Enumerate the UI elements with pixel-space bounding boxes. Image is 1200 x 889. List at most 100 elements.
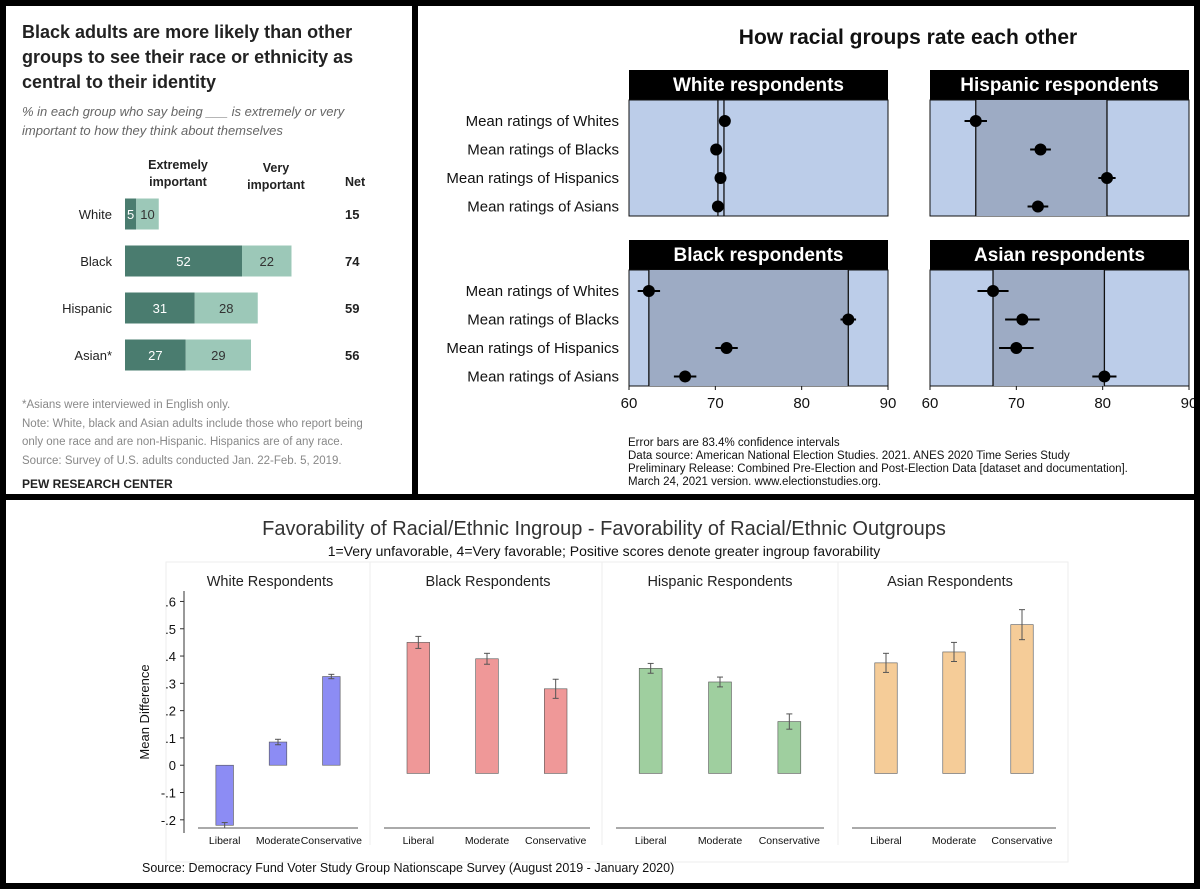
anes-point: [1010, 342, 1023, 354]
pew-footnote: *Asians were interviewed in English only…: [22, 399, 230, 411]
anes-point: [714, 172, 727, 184]
anes-panel-title: Black respondents: [674, 245, 844, 266]
anes-point: [711, 200, 724, 213]
anes-tick-label: 90: [880, 395, 897, 412]
dfvsg-facet-2: Hispanic Respondents Liberal Moderate Conse…: [601, 562, 824, 847]
pew-bar-very: [194, 292, 258, 324]
dfvsg-y-tick-label: .3: [165, 676, 176, 691]
dfvsg-bar: [638, 668, 663, 774]
anes-point: [842, 313, 855, 326]
dfvsg-x-tick-label: Liberal: [635, 835, 667, 847]
anes-note: March 24, 2021 version. www.electionstud…: [628, 476, 881, 488]
pew-bar-extremely: [125, 339, 186, 371]
pew-category-label: Black: [80, 254, 112, 269]
dfvsg-ylabel: Mean Difference: [137, 664, 152, 759]
dfvsg-bar: [544, 688, 568, 774]
anes-panel-header: [629, 70, 888, 100]
dfvsg-y-tick-label: .1: [165, 731, 176, 746]
dfvsg-bar: [215, 764, 234, 826]
dfvsg-y-tick-label: -.2: [161, 813, 176, 828]
pew-net-value: 56: [345, 348, 359, 363]
dfvsg-facet-1: Black Respondents Liberal Moderate Conserva…: [369, 562, 590, 847]
pew-value-extremely: 31: [153, 301, 167, 316]
pew-category-label: White: [79, 207, 112, 222]
dfvsg-y-tick-label: .4: [165, 649, 176, 664]
pew-value-extremely: 52: [176, 254, 190, 269]
anes-tick-label: 60: [922, 395, 939, 412]
pew-value-extremely: 5: [127, 207, 134, 222]
dfvsg-y-tick-label: .6: [165, 594, 176, 609]
anes-tick-label: 80: [793, 395, 810, 412]
pew-subtitle: % in each group who say being ___ is ext…: [22, 104, 346, 138]
dfvsg-y-tick-label: 0: [169, 758, 176, 773]
anes-row-label: Mean ratings of Whites: [466, 113, 619, 130]
pew-panel: Black adults are more likely than other …: [6, 6, 412, 494]
dfvsg-y-tick-label: .5: [165, 622, 176, 637]
anes-point: [1016, 313, 1029, 326]
dfvsg-x-tick-label: Conservative: [759, 835, 820, 847]
dfvsg-x-tick-label: Liberal: [870, 835, 902, 847]
dfvsg-x-tick-label: Moderate: [932, 835, 977, 847]
pew-category-label: Hispanic: [62, 301, 112, 316]
anes-panel-title: Asian respondents: [974, 245, 1145, 266]
anes-row-label: Mean ratings of Hispanics: [446, 340, 619, 357]
anes-panel-title: Hispanic respondents: [960, 75, 1159, 96]
dfvsg-title: Favorability of Racial/Ethnic Ingroup - …: [262, 518, 946, 540]
anes-row-label: Mean ratings of Blacks: [467, 312, 619, 329]
pew-brand: PEW RESEARCH CENTER: [22, 477, 173, 491]
pew-category-label: Asian*: [74, 348, 112, 363]
pew-net-value: 15: [345, 207, 359, 222]
dfvsg-bar: [268, 741, 288, 766]
anes-shade-band: [993, 270, 1105, 386]
anes-panel-header: [930, 70, 1189, 100]
pew-footnote: Note: White, black and Asian adults incl…: [22, 418, 363, 430]
anes-panel-header: [930, 240, 1189, 270]
anes-shade-band: [975, 100, 1107, 216]
anes-point: [720, 342, 733, 354]
pew-value-very: 22: [260, 254, 274, 269]
anes-point: [987, 285, 1000, 297]
pew-subtitle-line: % in each group who say being ___ is ext…: [22, 104, 346, 119]
dfvsg-x-tick-label: Liberal: [403, 835, 435, 847]
anes-panel-header: [629, 240, 888, 270]
anes-panel-3: Asian respondents 60 70 80 90: [922, 240, 1197, 412]
pew-bar-very: [242, 245, 292, 277]
anes-note: Error bars are 83.4% confidence interval…: [628, 437, 840, 449]
anes-note: Preliminary Release: Combined Pre-Electi…: [628, 463, 1128, 475]
dfvsg-bar: [475, 658, 499, 774]
anes-point: [1031, 200, 1044, 213]
col-header-extremely: Extremely: [148, 158, 208, 172]
anes-row-label: Mean ratings of Hispanics: [446, 170, 619, 187]
anes-point: [1098, 370, 1111, 383]
pew-subtitle-line: important to how they think about themse…: [22, 123, 283, 138]
anes-point: [1100, 172, 1113, 184]
dfvsg-facet-title: Hispanic Respondents: [647, 574, 792, 590]
pew-bar-extremely: [125, 292, 195, 324]
anes-panel: How racial groups rate each other White …: [418, 6, 1197, 494]
anes-row-label: Mean ratings of Asians: [467, 369, 619, 386]
pew-footnotes: *Asians were interviewed in English only…: [22, 399, 363, 467]
dfvsg-source: Source: Democracy Fund Voter Study Group…: [142, 861, 674, 875]
anes-title: How racial groups rate each other: [739, 26, 1077, 49]
anes-chart: How racial groups rate each other White …: [446, 26, 1197, 488]
anes-panel-2: Black respondents Mean ratings of Whites M…: [446, 240, 896, 412]
dfvsg-x-tick-label: Conservative: [301, 835, 362, 847]
dfvsg-bar: [942, 651, 966, 774]
dfvsg-x-tick-label: Moderate: [698, 835, 743, 847]
anes-panel-title: White respondents: [673, 75, 844, 96]
anes-panel-0: White respondents Mean ratings of Whites M…: [446, 70, 889, 217]
dfvsg-facet-title: White Respondents: [207, 574, 334, 590]
dfvsg-x-tick-label: Liberal: [209, 835, 241, 847]
pew-value-extremely: 27: [148, 348, 162, 363]
col-header-very: Very: [263, 161, 289, 175]
dfvsg-frame: [165, 561, 1069, 863]
dfvsg-bar: [708, 681, 732, 774]
col-header-very: important: [247, 178, 305, 192]
pew-value-very: 28: [219, 301, 233, 316]
dfvsg-bar: [874, 662, 898, 774]
dfvsg-panel: Favorability of Racial/Ethnic Ingroup - …: [6, 500, 1194, 883]
pew-net-value: 74: [345, 254, 360, 269]
anes-point: [642, 285, 655, 297]
pew-footnote: Source: Survey of U.S. adults conducted …: [22, 455, 342, 467]
dfvsg-facet-3: Asian Respondents Liberal Moderate Conserva…: [837, 562, 1056, 847]
